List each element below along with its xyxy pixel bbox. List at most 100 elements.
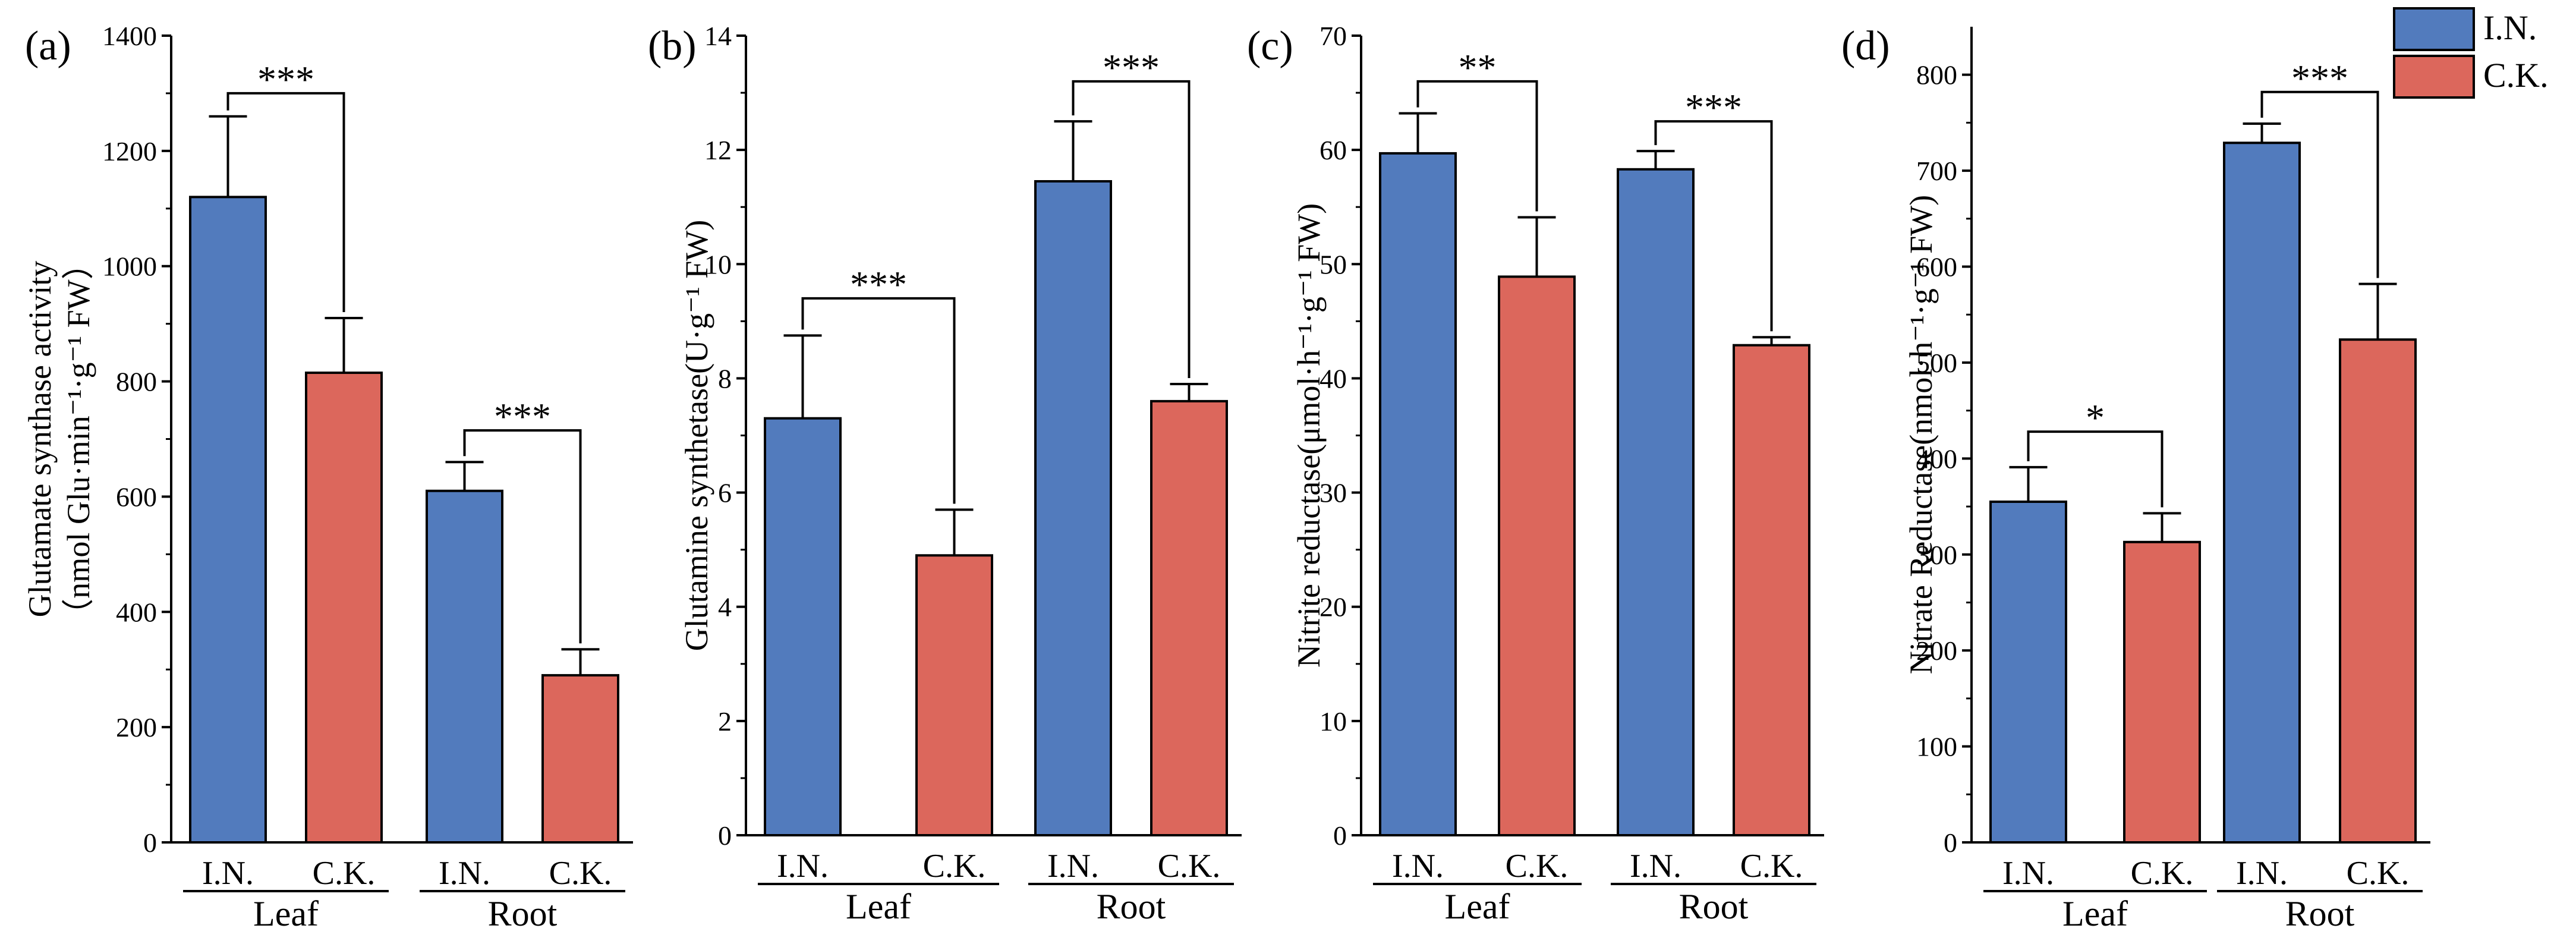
legend: I.N. C.K. xyxy=(2393,7,2549,99)
y-tick-label: 30 xyxy=(1320,478,1347,508)
significance-bracket xyxy=(1072,80,1191,379)
panel-label: (a) xyxy=(25,23,71,69)
significance-label: *** xyxy=(257,58,314,100)
bar xyxy=(764,417,842,836)
group-label: Leaf xyxy=(253,894,319,933)
y-tick-label: 50 xyxy=(1320,249,1347,279)
group-label: Leaf xyxy=(1445,887,1510,926)
category-label: C.K. xyxy=(313,855,376,892)
category-label: I.N. xyxy=(1392,848,1444,885)
y-tick-label: 1200 xyxy=(102,136,157,166)
y-tick-label: 700 xyxy=(1916,156,1957,186)
category-label: I.N. xyxy=(777,848,829,885)
y-tick-label: 400 xyxy=(116,597,157,627)
y-tick-label: 12 xyxy=(704,135,732,165)
legend-swatch xyxy=(2393,7,2475,51)
category-label: I.N. xyxy=(1047,848,1099,885)
y-axis-title: Glutamate synthase activity xyxy=(22,261,58,618)
y-tick-label: 70 xyxy=(1320,21,1347,51)
y-tick-label: 600 xyxy=(116,482,157,512)
category-label: C.K. xyxy=(2131,855,2194,892)
y-tick-label: 500 xyxy=(1916,348,1957,378)
category-label: C.K. xyxy=(923,848,986,885)
panel-label: (d) xyxy=(1841,23,1890,69)
y-tick-label: 800 xyxy=(1916,60,1957,90)
bar xyxy=(1034,180,1112,836)
bar xyxy=(2123,540,2201,844)
group-label: Root xyxy=(2285,894,2355,933)
chart-panel: (c) 0 10 20 30 40 50 60 70 Nitrite reductase(μmol… xyxy=(1247,21,1824,926)
y-tick-label: 10 xyxy=(704,249,732,279)
chart-panel: (a) 0 200 400 600 800 1000 1200 1400 Glutamate sy… xyxy=(22,21,633,933)
significance-bracket xyxy=(463,429,582,644)
y-tick-label: 200 xyxy=(1916,635,1957,666)
legend-label: C.K. xyxy=(2483,56,2549,95)
panel-label: (c) xyxy=(1247,23,1293,69)
bar xyxy=(1733,344,1810,836)
y-axis-title: Nitrite reductase(μmol·h⁻¹·g⁻¹ FW) xyxy=(1291,203,1327,668)
bar xyxy=(1498,275,1576,836)
category-label: I.N. xyxy=(1630,848,1681,885)
significance-label: *** xyxy=(1103,46,1160,89)
y-tick-label: 0 xyxy=(1944,828,1957,858)
bar xyxy=(2223,141,2301,844)
significance-bracket xyxy=(801,297,956,504)
category-label: I.N. xyxy=(2002,855,2054,892)
group-label: Root xyxy=(1097,887,1166,926)
group-label: Leaf xyxy=(846,887,911,926)
significance-bracket xyxy=(2260,90,2379,278)
significance-label: *** xyxy=(1685,86,1742,128)
legend-swatch xyxy=(2393,55,2475,99)
category-label: C.K. xyxy=(549,855,612,892)
panel-label: (b) xyxy=(648,23,697,69)
y-axis-title-units: （nmol Glu·min⁻¹·g⁻¹ FW） xyxy=(61,247,96,630)
y-tick-label: 20 xyxy=(1320,592,1347,622)
category-label: C.K. xyxy=(2347,855,2410,892)
category-label: C.K. xyxy=(1740,848,1803,885)
bar xyxy=(915,554,993,836)
significance-label: * xyxy=(2086,397,2105,439)
group-label: Root xyxy=(488,894,558,933)
significance-bracket xyxy=(226,92,345,312)
bar xyxy=(1379,152,1457,837)
y-tick-label: 400 xyxy=(1916,443,1957,474)
y-tick-label: 4 xyxy=(718,592,732,622)
y-tick-label: 800 xyxy=(116,367,157,397)
y-tick-label: 600 xyxy=(1916,252,1957,282)
y-tick-label: 6 xyxy=(718,478,732,508)
y-tick-label: 100 xyxy=(1916,732,1957,762)
category-label: C.K. xyxy=(1506,848,1569,885)
y-axis-title: Glutamine synthetase(U·g⁻¹ FW) xyxy=(679,220,714,652)
bar xyxy=(426,489,503,844)
y-tick-label: 8 xyxy=(718,363,732,394)
bar xyxy=(1150,399,1228,836)
y-tick-label: 0 xyxy=(1333,820,1347,851)
group-label: Root xyxy=(1679,887,1749,926)
bar xyxy=(541,674,619,844)
bar xyxy=(1989,500,2067,844)
y-tick-label: 14 xyxy=(704,21,732,51)
significance-label: ** xyxy=(1459,46,1497,89)
significance-bracket xyxy=(2027,430,2164,508)
category-label: I.N. xyxy=(2236,855,2288,892)
bar xyxy=(2339,338,2417,844)
y-tick-label: 200 xyxy=(116,712,157,743)
significance-label: *** xyxy=(850,263,907,306)
group-label: Leaf xyxy=(2062,894,2128,933)
y-tick-label: 60 xyxy=(1320,135,1347,165)
legend-label: I.N. xyxy=(2483,8,2537,47)
bar xyxy=(189,196,267,844)
bar xyxy=(1617,168,1695,836)
y-tick-label: 10 xyxy=(1320,706,1347,737)
significance-label: *** xyxy=(2291,57,2348,99)
significance-bracket xyxy=(1654,120,1773,332)
significance-label: *** xyxy=(494,395,551,438)
significance-bracket xyxy=(1416,80,1538,212)
category-label: C.K. xyxy=(1158,848,1221,885)
chart-panel: (d) 0 100 200 300 400 500 600 700 800 Nitrate Redu… xyxy=(1841,23,2430,933)
y-tick-label: 40 xyxy=(1320,363,1347,394)
y-tick-label: 1400 xyxy=(102,21,157,51)
y-tick-label: 0 xyxy=(143,828,157,858)
chart-panel: (b) 0 2 4 6 8 10 12 14 Glutamine synthetase(U·g⁻¹… xyxy=(648,21,1242,926)
